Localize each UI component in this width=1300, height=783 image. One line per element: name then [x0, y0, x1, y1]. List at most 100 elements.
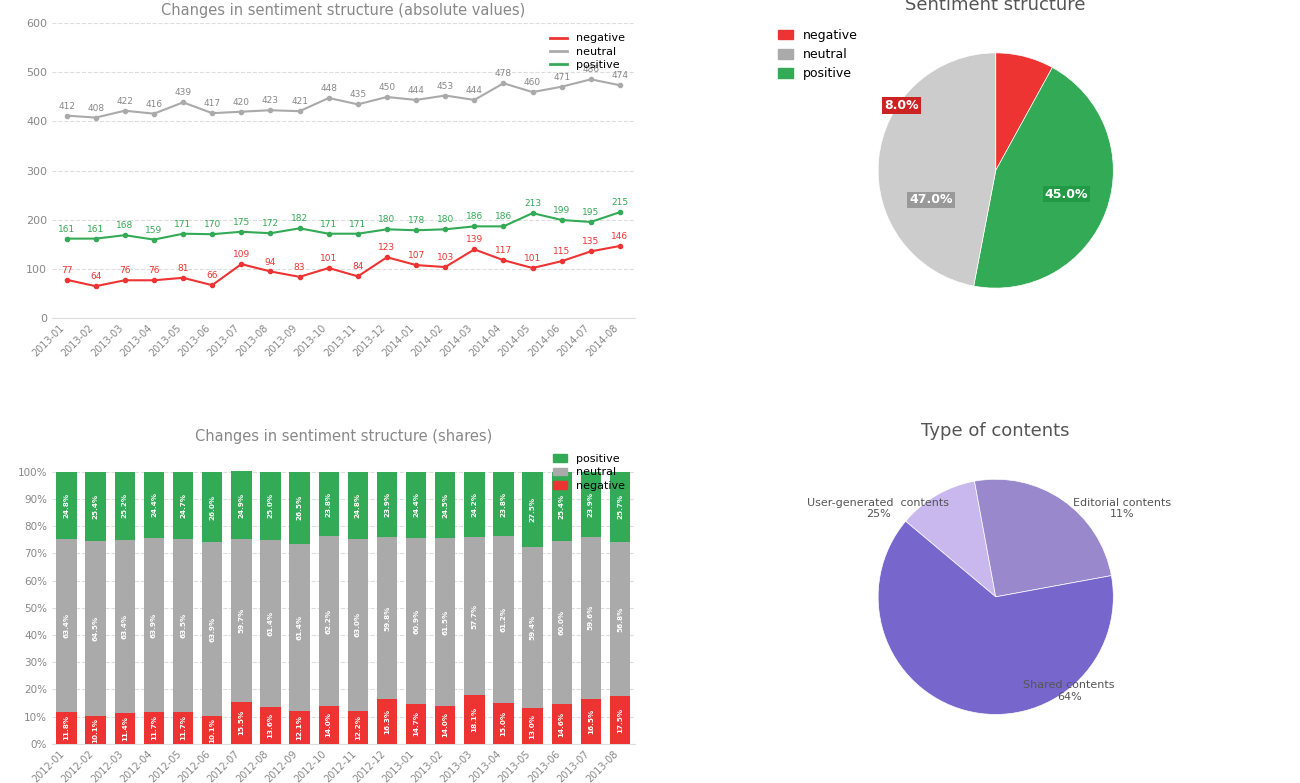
- Text: 26.0%: 26.0%: [209, 494, 216, 520]
- Text: 24.8%: 24.8%: [64, 493, 70, 518]
- Bar: [173, 712, 194, 744]
- Text: 63.4%: 63.4%: [64, 613, 70, 638]
- Text: 450: 450: [378, 83, 395, 92]
- Text: 213: 213: [524, 199, 541, 208]
- Bar: [260, 539, 281, 707]
- Text: 135: 135: [582, 237, 599, 247]
- Bar: [581, 471, 601, 536]
- Text: Shared contents
64%: Shared contents 64%: [1023, 680, 1115, 702]
- Text: 47.0%: 47.0%: [909, 193, 953, 207]
- Text: 13.0%: 13.0%: [529, 713, 536, 738]
- Text: 45.0%: 45.0%: [1044, 187, 1088, 200]
- Bar: [406, 471, 426, 538]
- Text: 16.5%: 16.5%: [588, 709, 594, 734]
- Text: 61.4%: 61.4%: [268, 611, 273, 636]
- Bar: [144, 538, 164, 712]
- Text: 61.5%: 61.5%: [442, 609, 448, 635]
- Text: 180: 180: [378, 215, 395, 225]
- Text: 453: 453: [437, 81, 454, 91]
- Wedge shape: [975, 479, 1112, 597]
- Text: 24.7%: 24.7%: [181, 493, 186, 518]
- Text: 146: 146: [611, 232, 628, 241]
- Wedge shape: [996, 53, 1053, 171]
- Text: 59.7%: 59.7%: [238, 608, 244, 633]
- Text: 199: 199: [552, 206, 571, 215]
- Text: 171: 171: [320, 220, 337, 229]
- Bar: [290, 711, 309, 744]
- Title: Sentiment structure: Sentiment structure: [906, 0, 1086, 13]
- Bar: [464, 471, 485, 537]
- Bar: [318, 705, 339, 744]
- Text: 171: 171: [350, 220, 367, 229]
- Text: 172: 172: [261, 219, 280, 229]
- Text: 14.7%: 14.7%: [413, 711, 419, 736]
- Text: 8.0%: 8.0%: [884, 99, 919, 112]
- Text: 60.0%: 60.0%: [559, 610, 564, 635]
- Text: 215: 215: [611, 198, 628, 207]
- Bar: [202, 471, 222, 543]
- Text: 25.2%: 25.2%: [122, 493, 127, 518]
- Text: User-generated  contents
25%: User-generated contents 25%: [807, 498, 949, 519]
- Text: 17.5%: 17.5%: [618, 708, 623, 733]
- Text: 15.5%: 15.5%: [238, 710, 244, 735]
- Text: 10.1%: 10.1%: [92, 717, 99, 742]
- Bar: [231, 702, 251, 744]
- Text: 448: 448: [320, 84, 337, 93]
- Text: 24.4%: 24.4%: [151, 493, 157, 518]
- Bar: [202, 716, 222, 744]
- Bar: [114, 540, 135, 713]
- Text: 168: 168: [116, 222, 134, 230]
- Text: 64: 64: [90, 272, 101, 281]
- Text: 14.0%: 14.0%: [442, 713, 448, 738]
- Bar: [347, 539, 368, 711]
- Text: 66: 66: [207, 271, 218, 280]
- Text: 11.4%: 11.4%: [122, 716, 127, 741]
- Bar: [493, 536, 514, 703]
- Text: 421: 421: [291, 97, 308, 106]
- Text: 76: 76: [148, 266, 160, 276]
- Bar: [114, 471, 135, 540]
- Text: 12.1%: 12.1%: [296, 715, 303, 740]
- Text: 444: 444: [465, 86, 482, 95]
- Bar: [144, 471, 164, 538]
- Text: 182: 182: [291, 215, 308, 223]
- Text: 123: 123: [378, 244, 395, 252]
- Text: 11.7%: 11.7%: [151, 716, 157, 741]
- Text: 23.9%: 23.9%: [384, 492, 390, 517]
- Wedge shape: [974, 67, 1113, 288]
- Bar: [581, 699, 601, 744]
- Text: 25.4%: 25.4%: [559, 493, 564, 519]
- Wedge shape: [878, 521, 1113, 714]
- Text: 186: 186: [495, 212, 512, 222]
- Bar: [202, 543, 222, 716]
- Text: 139: 139: [465, 236, 484, 244]
- Bar: [523, 709, 543, 744]
- Text: 63.9%: 63.9%: [209, 617, 216, 642]
- Text: 423: 423: [263, 96, 280, 105]
- Text: 64.5%: 64.5%: [92, 616, 99, 641]
- Text: 175: 175: [233, 218, 250, 227]
- Text: 12.2%: 12.2%: [355, 715, 361, 740]
- Text: 24.8%: 24.8%: [355, 493, 361, 518]
- Text: 59.4%: 59.4%: [529, 615, 536, 640]
- Text: 84: 84: [352, 262, 364, 272]
- Bar: [231, 471, 251, 539]
- Text: Editorial contents
11%: Editorial contents 11%: [1072, 498, 1171, 519]
- Bar: [260, 471, 281, 539]
- Bar: [436, 705, 455, 744]
- Text: 63.5%: 63.5%: [181, 613, 186, 638]
- Bar: [56, 712, 77, 744]
- Text: 24.5%: 24.5%: [442, 493, 448, 518]
- Text: 23.8%: 23.8%: [326, 492, 332, 517]
- Title: Changes in sentiment structure (shares): Changes in sentiment structure (shares): [195, 430, 491, 445]
- Text: 478: 478: [495, 70, 512, 78]
- Text: 109: 109: [233, 250, 250, 259]
- Text: 63.0%: 63.0%: [355, 612, 361, 637]
- Bar: [493, 471, 514, 536]
- Text: 416: 416: [146, 99, 162, 109]
- Text: 10.1%: 10.1%: [209, 717, 216, 742]
- Bar: [436, 538, 455, 705]
- Text: 439: 439: [174, 88, 191, 97]
- Bar: [581, 536, 601, 699]
- Text: 408: 408: [87, 103, 104, 113]
